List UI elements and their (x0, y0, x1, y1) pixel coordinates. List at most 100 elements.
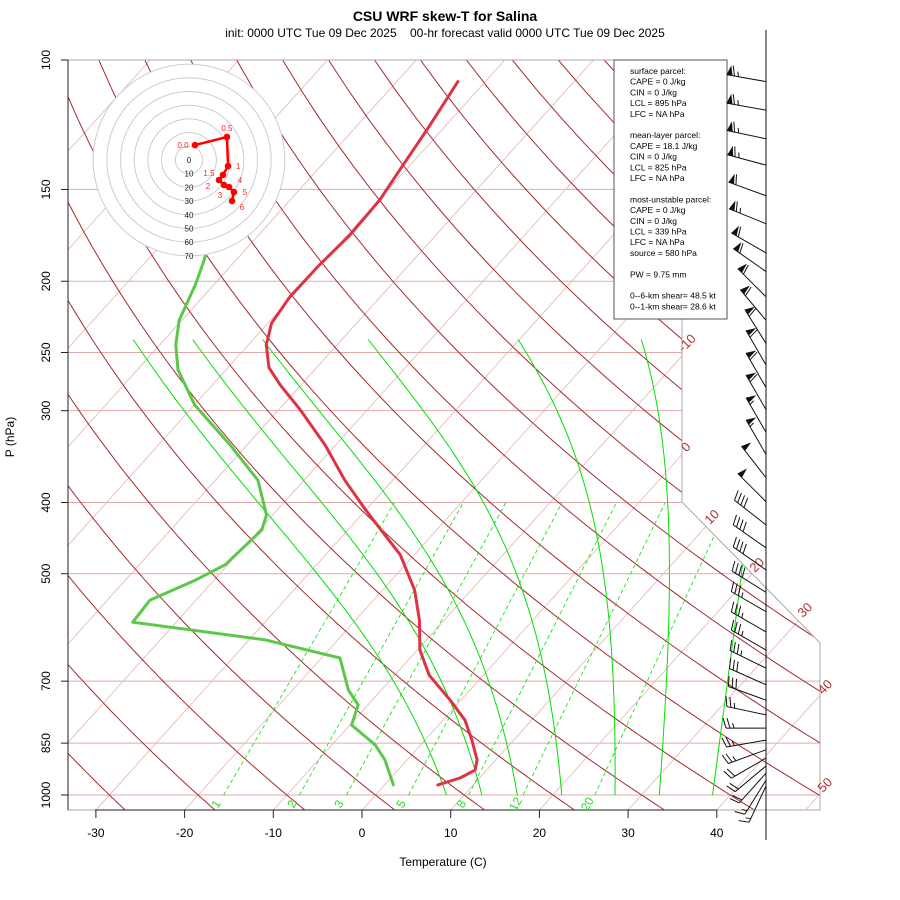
hodograph-ring (92, 63, 286, 257)
y-tick-label: 1000 (39, 781, 53, 808)
info-line: CIN = 0 J/kg (630, 152, 677, 162)
dry-adiabat (144, 60, 820, 810)
hodograph-point-label: 4 (238, 176, 243, 185)
mixing-ratio-line (346, 502, 507, 796)
mixing-ratio-label: 5 (393, 797, 409, 810)
hodograph-ring-label: 40 (185, 211, 194, 220)
wind-barb-flag (742, 521, 747, 532)
isotherm-label: -10 (675, 331, 699, 355)
wind-barb-flag (748, 308, 757, 317)
wind-barb-pennant (731, 225, 739, 236)
x-axis-label: Temperature (C) (399, 855, 486, 869)
wind-barb-flag (729, 640, 733, 651)
wind-barb-pennant (726, 65, 733, 76)
wind-barb-flag (737, 585, 742, 596)
dry-adiabat (282, 60, 820, 810)
y-tick-label: 850 (39, 733, 53, 753)
info-line: 0--1-km shear= 28.6 kt (630, 301, 716, 311)
wind-barb-pennant (740, 285, 750, 295)
wind-barb (730, 581, 767, 613)
wind-barb-half-flag (741, 592, 744, 598)
wind-barb-shaft (734, 499, 767, 526)
wind-barb-half-flag (749, 422, 754, 428)
wind-barb-shaft (726, 74, 767, 83)
wind-barb-flag (729, 696, 732, 708)
dry-adiabat (236, 60, 820, 810)
dry-adiabat (68, 60, 127, 810)
wind-barb (726, 93, 767, 111)
isotherm-label: 20 (746, 554, 767, 575)
info-line: source = 580 hPa (630, 248, 697, 258)
wind-barb-flag (737, 226, 742, 238)
y-tick-label: 700 (39, 671, 53, 691)
hodograph-point (219, 171, 227, 179)
wind-barb-shaft (731, 591, 767, 613)
hodograph-ring-label: 30 (185, 197, 194, 206)
hodograph-point-label: 0.0 (177, 141, 189, 150)
wind-barb (721, 736, 767, 748)
wind-barb-flag (737, 605, 742, 617)
wind-barb-shaft (731, 629, 767, 651)
mixing-ratio-line (468, 502, 617, 796)
wind-barb-pennant (728, 173, 735, 185)
wind-barb-flag (739, 243, 744, 254)
dry-adiabat (68, 60, 576, 810)
wind-barb (740, 442, 767, 478)
wind-barb-shaft (726, 706, 767, 716)
wind-barb-shaft (731, 757, 767, 779)
wind-barb-flag (721, 754, 729, 764)
isotherm-label: 10 (701, 506, 722, 527)
moist-adiabat (517, 339, 616, 795)
wind-barb-shaft (737, 268, 767, 298)
wind-barb-flag (743, 497, 749, 508)
wind-barb-flag (749, 351, 758, 361)
wind-barb-flag (734, 621, 738, 633)
wind-barb-flag (736, 539, 741, 550)
info-line: LFC = NA hPa (630, 109, 685, 119)
wind-barb-shaft (744, 309, 767, 344)
wind-barb-flag (725, 753, 733, 763)
wind-barb-shaft (732, 524, 767, 549)
wind-barb-flag (739, 519, 744, 530)
x-tick-label: -20 (176, 826, 194, 840)
wind-barb-flag (738, 820, 750, 823)
hodograph-ring (120, 91, 258, 229)
hodograph: 0 10 20 30 40 50 60 70 0.0 0.5 1 1.5 23 45 6 (92, 63, 286, 261)
wind-barb-shaft (739, 289, 767, 321)
wind-barb-flag (736, 517, 741, 528)
y-tick-label: 300 (39, 400, 53, 420)
wind-barb-flag (732, 514, 737, 526)
wind-barb-pennant (733, 242, 742, 253)
wind-barb (745, 372, 767, 410)
hodograph-ring (106, 77, 272, 243)
wind-barb-flag (734, 563, 739, 574)
info-line: LCL = 339 hPa (630, 227, 687, 237)
wind-barb (731, 560, 767, 593)
wind-barb-flag (733, 641, 736, 653)
wind-barb-flag (742, 264, 749, 275)
wind-barb-flag (749, 329, 758, 338)
hodograph-point (225, 183, 233, 191)
wind-barb (737, 263, 767, 298)
moist-adiabat (640, 339, 670, 796)
hodograph-ring (174, 145, 204, 175)
wind-barb-flag (732, 795, 743, 801)
wind-barb-pennant (726, 93, 733, 105)
wind-barb-pennant (737, 468, 747, 478)
wind-barb-pennant (746, 372, 757, 381)
wind-barb-flag (721, 737, 728, 748)
wind-barb-shaft (735, 765, 767, 793)
temperature-line (264, 80, 479, 787)
wind-barb-flag (732, 94, 735, 105)
wind-barb-half-flag (731, 740, 735, 746)
mixing-ratio-label: 12 (506, 794, 525, 813)
mixing-ratio-line (594, 502, 730, 796)
hodograph-ring-label: 10 (185, 170, 194, 179)
mixing-ratio-label: 3 (331, 797, 347, 810)
wind-barb-shaft (745, 397, 767, 433)
wind-barb-shaft (729, 650, 767, 669)
isotherm-label: 30 (794, 599, 815, 620)
wind-barb (725, 696, 767, 716)
wind-barb-flag (734, 490, 739, 501)
hodograph-ring-label: 60 (185, 238, 194, 247)
